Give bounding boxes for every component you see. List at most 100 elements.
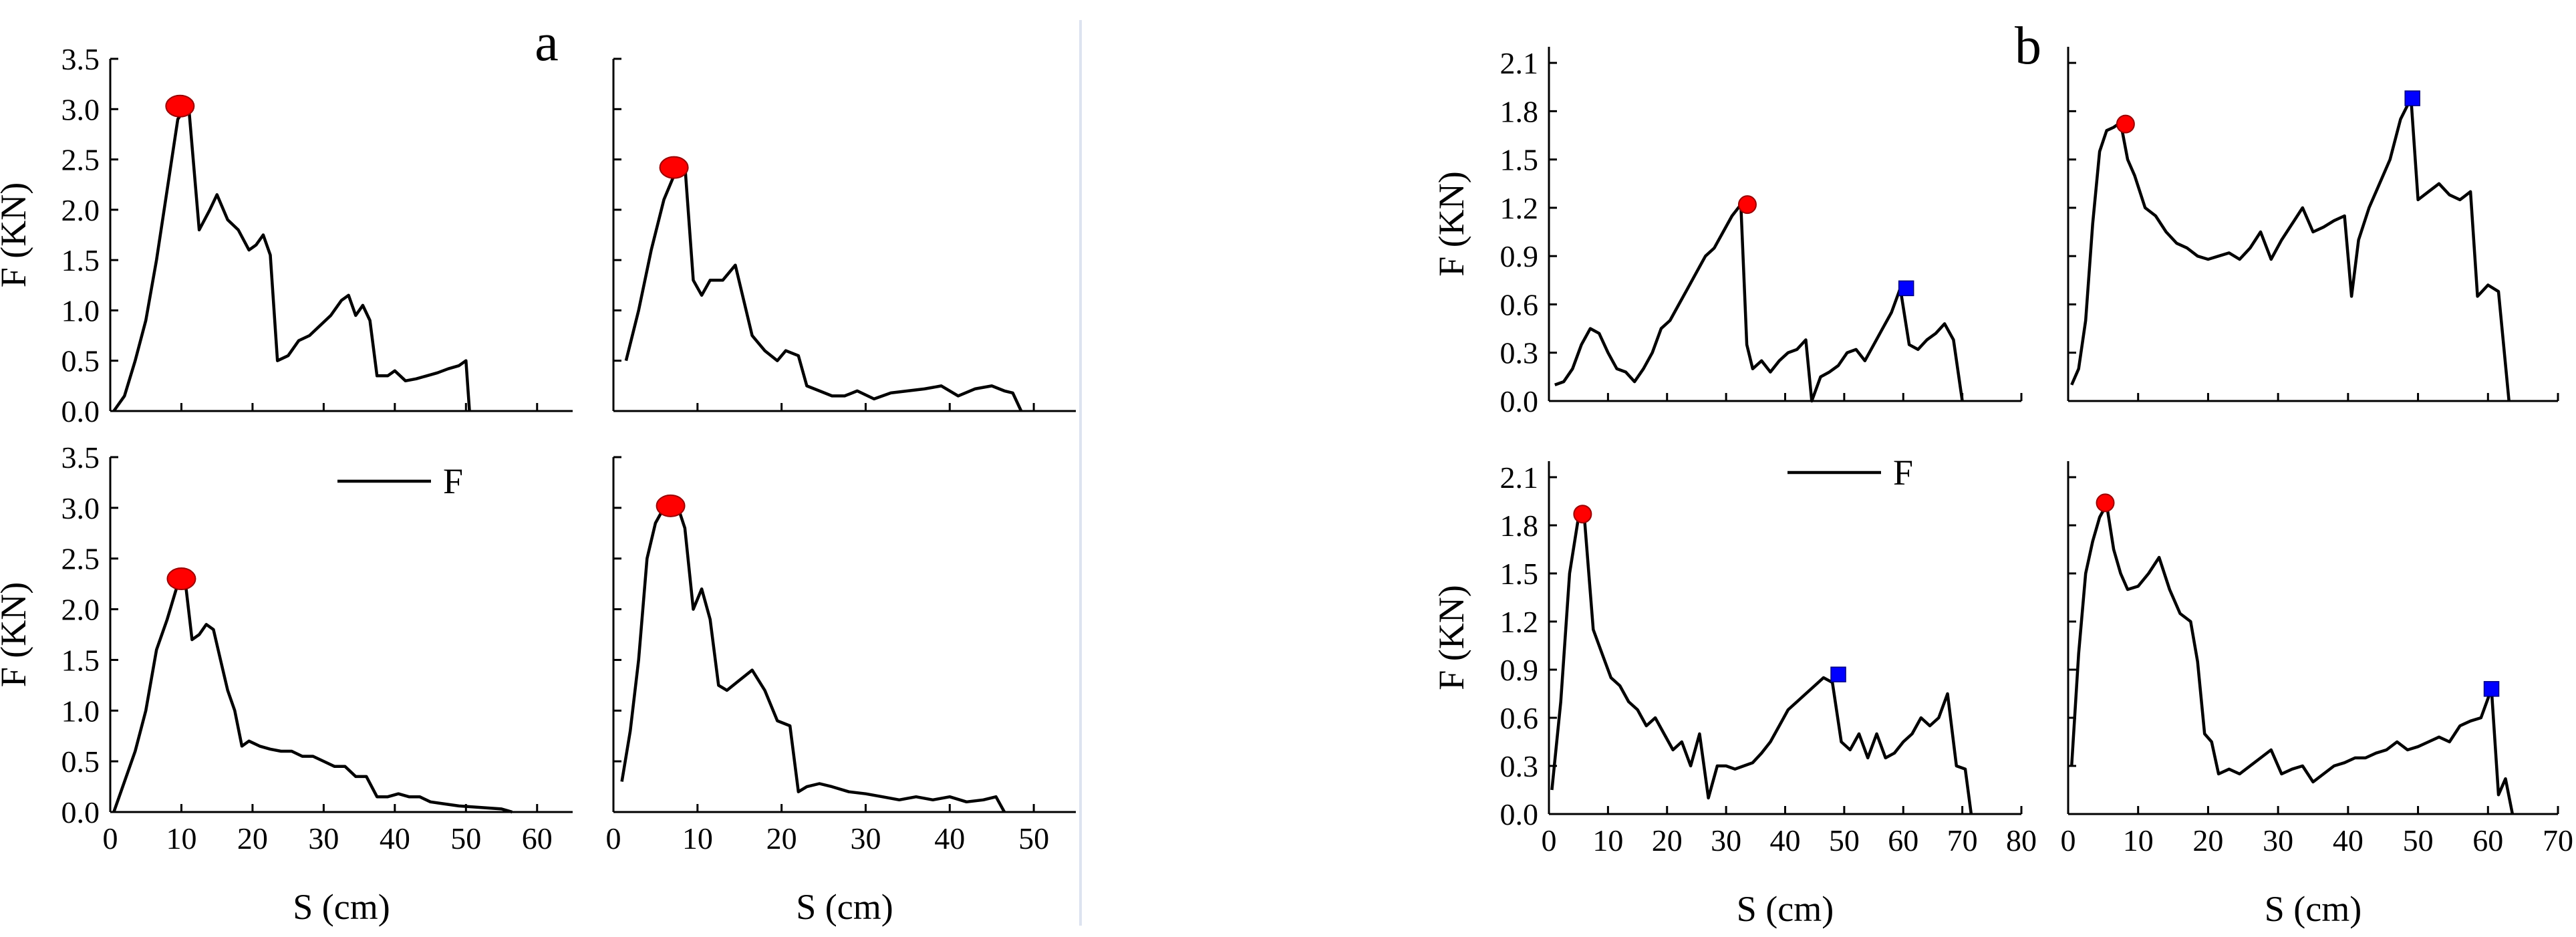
x-tick-label: 50 — [450, 821, 481, 855]
x-tick-label: 70 — [1947, 823, 1978, 857]
x-tick-label: 50 — [1829, 823, 1860, 857]
x-tick-label: 40 — [380, 821, 410, 855]
x-tick-label: 0 — [606, 821, 621, 855]
chart-a-top-right — [612, 57, 1076, 412]
y-tick-label: 0.0 — [61, 795, 100, 829]
y-tick-label: 2.1 — [1500, 460, 1539, 495]
y-tick-label: 0.0 — [1500, 797, 1539, 831]
y-tick-label: 0.9 — [1500, 653, 1539, 687]
x-tick-label: 40 — [1770, 823, 1801, 857]
chart-a-top-left: 0.0 0.5 1.0 1.5 2.0 2.5 3.0 3.5 F (KN) a — [0, 13, 573, 428]
y-tick-label: 3.5 — [61, 440, 100, 475]
x-tick-label: 10 — [1592, 823, 1623, 857]
x-tick-label: 50 — [1018, 821, 1049, 855]
peak-marker-circle — [2096, 493, 2115, 513]
x-axis-label: S (cm) — [1737, 889, 1834, 929]
series-line-F — [1554, 203, 1964, 403]
x-tick-label: 80 — [2006, 823, 2037, 857]
y-tick-label: 2.5 — [61, 542, 100, 576]
y-tick-label: 3.0 — [61, 92, 100, 126]
x-tick-label: 60 — [522, 821, 553, 855]
y-axis-label: F (KN) — [0, 182, 33, 288]
x-tick-label: 50 — [2403, 823, 2434, 857]
y-tick-label: 1.5 — [61, 643, 100, 677]
y-axis-label: F (KN) — [0, 582, 33, 688]
series-line-F — [2070, 96, 2511, 402]
x-tick-label: 20 — [766, 821, 797, 855]
x-tick-label: 30 — [2263, 823, 2293, 857]
y-tick-label: 1.0 — [61, 293, 100, 327]
peak-marker-square — [2404, 90, 2420, 106]
x-tick-label: 0 — [2061, 823, 2076, 857]
y-tick-label: 1.5 — [1500, 557, 1539, 591]
x-tick-label: 30 — [850, 821, 881, 855]
y-tick-label: 2.0 — [61, 193, 100, 227]
peak-marker-circle — [165, 94, 195, 118]
y-tick-label: 2.5 — [61, 143, 100, 177]
series-line-F — [2069, 503, 2515, 815]
x-tick-label: 60 — [1888, 823, 1918, 857]
y-tick-label: 1.2 — [1500, 191, 1539, 225]
chart-b-top-left: 0.0 0.3 0.6 0.9 1.2 1.5 1.8 2.1 F (KN) b — [1431, 17, 2041, 418]
x-tick-label: 60 — [2472, 823, 2503, 857]
peak-marker-circle — [1737, 195, 1757, 215]
y-tick-label: 1.5 — [61, 243, 100, 277]
peak-marker-circle — [656, 494, 686, 517]
x-tick-label: 30 — [1711, 823, 1741, 857]
y-tick-label: 0.5 — [61, 344, 100, 378]
y-tick-label: 0.6 — [1500, 287, 1539, 321]
peak-marker-circle — [2116, 114, 2135, 134]
chart-a-bottom-right: 0 10 20 30 40 50 S (cm) — [606, 456, 1076, 927]
peak-marker-circle — [659, 156, 689, 179]
panel-label-a: a — [535, 13, 559, 72]
y-tick-label: 1.8 — [1500, 509, 1539, 543]
x-tick-label: 0 — [1542, 823, 1557, 857]
y-tick-label: 1.2 — [1500, 605, 1539, 639]
chart-b-top-right — [2067, 47, 2559, 402]
legend-label: F — [1893, 452, 1913, 493]
peak-marker-circle — [166, 567, 196, 591]
y-tick-label: 0.0 — [61, 394, 100, 428]
x-tick-label: 20 — [1652, 823, 1683, 857]
x-tick-label: 10 — [166, 821, 196, 855]
y-tick-label: 0.6 — [1500, 701, 1539, 735]
peak-marker-square — [2483, 681, 2500, 697]
y-axis-label: F (KN) — [1431, 171, 1471, 277]
x-axis-label: S (cm) — [2265, 889, 2362, 929]
x-tick-label: 40 — [934, 821, 965, 855]
x-tick-label: 10 — [2123, 823, 2154, 857]
y-tick-label: 0.3 — [1500, 336, 1539, 370]
peak-marker-circle — [1573, 505, 1592, 524]
series-line-F — [624, 162, 1023, 412]
peak-marker-square — [1830, 666, 1846, 682]
x-tick-label: 30 — [308, 821, 339, 855]
y-tick-label: 2.1 — [1500, 46, 1539, 80]
x-tick-label: 20 — [2192, 823, 2223, 857]
series-line-F — [1550, 515, 1973, 815]
y-tick-label: 2.0 — [61, 593, 100, 627]
peak-marker-square — [1898, 280, 1914, 297]
y-tick-label: 0.5 — [61, 745, 100, 779]
x-axis-label: S (cm) — [293, 887, 390, 927]
y-tick-label: 0.3 — [1500, 749, 1539, 783]
x-tick-label: 70 — [2543, 823, 2573, 857]
y-tick-label: 1.5 — [1500, 143, 1539, 177]
x-tick-label: 10 — [682, 821, 713, 855]
chart-b-bottom-right: 0 10 20 30 40 50 60 70 S (cm) — [2061, 461, 2573, 929]
y-axis-label: F (KN) — [1431, 585, 1471, 690]
y-tick-label: 0.9 — [1500, 239, 1539, 273]
x-tick-label: 20 — [237, 821, 268, 855]
x-tick-label: 40 — [2333, 823, 2364, 857]
panel-label-b: b — [2015, 17, 2041, 76]
y-tick-label: 0.0 — [1500, 384, 1539, 418]
x-axis-label: S (cm) — [796, 887, 893, 927]
chart-b-bottom-left: 0.0 0.3 0.6 0.9 1.2 1.5 1.8 2.1 0 10 20 30 40 50 60 70 8… — [1431, 452, 2037, 929]
legend-label: F — [443, 461, 463, 501]
charts-root: 0.0 0.5 1.0 1.5 2.0 2.5 3.0 3.5 F (KN) a 0.0 0.5 1.0… — [0, 13, 2573, 929]
y-tick-label: 1.8 — [1500, 94, 1539, 128]
y-tick-label: 1.0 — [61, 694, 100, 728]
x-tick-label: 0 — [103, 821, 118, 855]
y-tick-label: 3.5 — [61, 42, 100, 76]
